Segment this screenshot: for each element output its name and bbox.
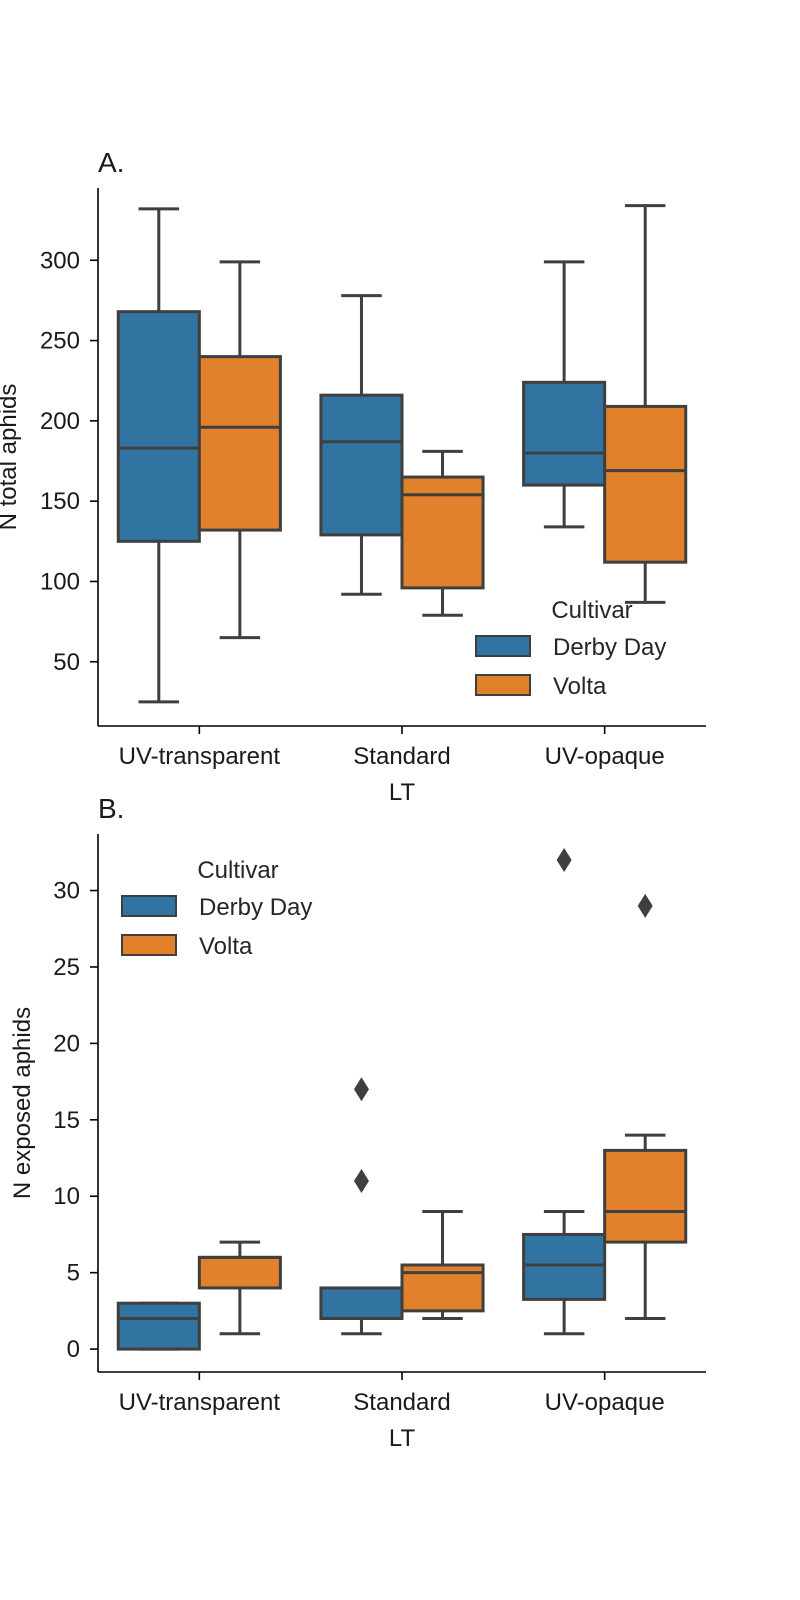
x-axis-label: LT bbox=[389, 1425, 416, 1452]
iqr-box bbox=[116, 1301, 201, 1351]
legend-label: Volta bbox=[199, 933, 253, 960]
outlier-point bbox=[556, 847, 572, 872]
y-tick-label: 25 bbox=[53, 954, 80, 981]
y-tick-label: 150 bbox=[40, 488, 80, 515]
legend-label: Volta bbox=[553, 673, 607, 700]
box-derby-day-1 bbox=[319, 1077, 404, 1336]
iqr-box bbox=[603, 1148, 688, 1244]
outlier-point bbox=[353, 1077, 369, 1102]
x-tick-label: Standard bbox=[353, 743, 450, 770]
iqr-box bbox=[116, 310, 201, 543]
box-volta-2 bbox=[603, 204, 688, 604]
box-volta-1 bbox=[400, 1210, 485, 1321]
y-axis-label: N total aphids bbox=[0, 384, 22, 531]
box-volta-1 bbox=[400, 449, 485, 617]
box-volta-0 bbox=[197, 260, 282, 640]
panel-b-exposed-aphids: B. 0 5 10 15 20 25 30 UV-transparent Standard UV-o… bbox=[9, 793, 706, 1452]
box-derby-day-0 bbox=[116, 207, 201, 704]
box-derby-day-2 bbox=[522, 847, 607, 1336]
y-tick-label: 250 bbox=[40, 328, 80, 355]
y-tick-label: 10 bbox=[53, 1183, 80, 1210]
legend-swatch bbox=[121, 934, 177, 956]
box-derby-day-2 bbox=[522, 260, 607, 529]
box-volta-2 bbox=[603, 893, 688, 1321]
panel-title: A. bbox=[98, 147, 124, 178]
legend-title: Cultivar bbox=[197, 857, 278, 884]
x-tick-label: UV-opaque bbox=[545, 1389, 665, 1416]
legend-title: Cultivar bbox=[551, 597, 632, 624]
y-tick-label: 50 bbox=[53, 649, 80, 676]
legend-label: Derby Day bbox=[553, 634, 666, 661]
y-axis-label: N exposed aphids bbox=[9, 1007, 36, 1199]
box-volta-0 bbox=[197, 1240, 282, 1336]
panel-a-total-aphids: A. 50 100 150 200 250 300 UV-transparent Standar… bbox=[0, 147, 706, 806]
legend: Cultivar Derby Day Volta bbox=[475, 597, 666, 700]
iqr-box bbox=[603, 404, 688, 564]
legend: Cultivar Derby Day Volta bbox=[121, 857, 312, 960]
outlier-point bbox=[353, 1168, 369, 1193]
iqr-box bbox=[319, 1286, 404, 1321]
panel-title: B. bbox=[98, 793, 124, 824]
legend-label: Derby Day bbox=[199, 894, 312, 921]
y-tick-label: 20 bbox=[53, 1030, 80, 1057]
outlier-point bbox=[637, 893, 653, 918]
y-tick-label: 300 bbox=[40, 247, 80, 274]
x-tick-label: UV-transparent bbox=[119, 743, 281, 770]
iqr-box bbox=[197, 355, 282, 532]
x-tick-label: UV-transparent bbox=[119, 1389, 281, 1416]
y-tick-label: 100 bbox=[40, 568, 80, 595]
iqr-box bbox=[522, 1232, 607, 1301]
box-derby-day-0 bbox=[116, 1301, 201, 1351]
iqr-box bbox=[319, 393, 404, 537]
y-tick-label: 0 bbox=[67, 1336, 80, 1363]
iqr-box bbox=[522, 380, 607, 487]
legend-swatch bbox=[121, 895, 177, 917]
y-tick-label: 200 bbox=[40, 408, 80, 435]
x-tick-label: UV-opaque bbox=[545, 743, 665, 770]
box-derby-day-1 bbox=[319, 294, 404, 596]
legend-swatch bbox=[475, 635, 531, 657]
iqr-box bbox=[197, 1255, 282, 1290]
legend-swatch bbox=[475, 674, 531, 696]
y-tick-label: 5 bbox=[67, 1260, 80, 1287]
x-axis-label: LT bbox=[389, 779, 416, 806]
x-tick-label: Standard bbox=[353, 1389, 450, 1416]
y-tick-label: 30 bbox=[53, 878, 80, 905]
y-tick-label: 15 bbox=[53, 1107, 80, 1134]
